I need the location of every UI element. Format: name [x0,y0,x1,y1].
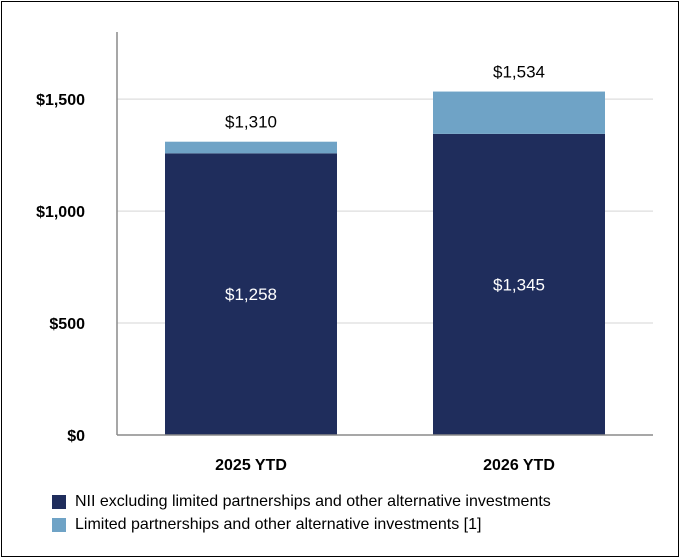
bars [165,91,605,435]
x-tick-label: 2026 YTD [483,457,555,474]
legend: NII excluding limited partnerships and o… [52,490,551,536]
segment-value-label: $1,345 [493,275,545,294]
bar-segment [433,91,605,134]
x-axis-ticks: 2025 YTD 2026 YTD [215,457,555,474]
y-tick-label: $0 [67,428,85,445]
y-axis-ticks: $0 $500 $1,000 $1,500 [36,92,85,445]
bar-segment [165,153,337,435]
bar-segment [165,141,337,154]
y-tick-label: $500 [49,316,85,333]
y-tick-label: $1,000 [36,204,85,221]
total-value-label: $1,534 [493,63,545,82]
axes [116,32,653,436]
data-labels: $1,258 $1,310 $1,345 $1,534 [225,63,545,305]
legend-swatch-nii [52,494,66,509]
legend-swatch-limited-partnerships [52,517,66,532]
segment-value-label: $1,258 [225,285,277,304]
legend-item-limited-partnerships: Limited partnerships and other alternati… [52,513,551,536]
total-value-label: $1,310 [225,113,277,132]
bar-segment [433,133,605,435]
x-tick-label: 2025 YTD [215,457,287,474]
legend-label-limited-partnerships: Limited partnerships and other alternati… [75,515,482,533]
y-tick-label: $1,500 [36,92,85,109]
legend-label-nii: NII excluding limited partnerships and o… [75,492,551,510]
legend-item-nii: NII excluding limited partnerships and o… [52,490,551,513]
